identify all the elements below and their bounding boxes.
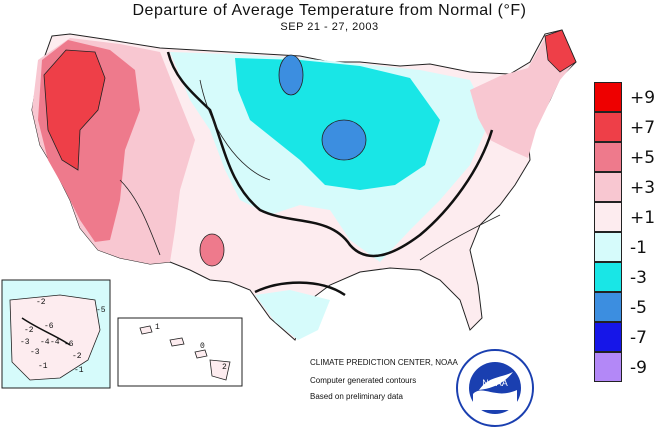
alaska-label: -6 (44, 322, 54, 331)
legend-label-minus7: -7 (630, 328, 647, 348)
zero-contour-gulf (254, 281, 346, 297)
legend-label-plus1: +1 (630, 208, 656, 228)
legend-swatch-plus3 (594, 172, 622, 202)
alaska-label: -2 (36, 298, 46, 307)
legend-label-plus7: +7 (630, 118, 656, 138)
alaska-label: -1 (74, 366, 84, 375)
cold-core-dakota (278, 54, 304, 96)
hawaii-label: 0 (200, 342, 205, 351)
legend-swatch-minus1 (594, 232, 622, 262)
legend-swatch-plus7 (594, 112, 622, 142)
warm-zone-west-plus7 (43, 49, 106, 171)
warm-core-nevada (199, 233, 225, 267)
legend-swatch-minus5 (594, 292, 622, 322)
legend-swatch-plus9 (594, 82, 622, 112)
cold-core-iowa (321, 119, 367, 161)
alaska-label: -5 (96, 306, 106, 315)
legend-label-plus9: +9 (630, 88, 656, 108)
noaa-logo: NOAA (456, 349, 534, 427)
legend-label-minus1: -1 (630, 238, 647, 258)
legend-swatch-minus9 (594, 352, 622, 382)
alaska-label: -4 (50, 338, 60, 347)
legend-swatch-plus5 (594, 142, 622, 172)
warm-core-maine (544, 29, 577, 73)
map-title: Departure of Average Temperature from No… (132, 2, 527, 19)
alaska-label: -2 (24, 326, 34, 335)
legend-label-plus3: +3 (630, 178, 656, 198)
credit-line1: Computer generated contours (310, 376, 417, 385)
cool-zone-gulf (255, 290, 330, 340)
zero-contour-north (166, 51, 494, 258)
legend-label-plus5: +5 (630, 148, 656, 168)
alaska-label: -2 (72, 352, 82, 361)
alaska-label: -3 (30, 348, 40, 357)
alaska-label: -4 (40, 338, 50, 347)
legend-swatch-plus1 (594, 202, 622, 232)
alaska-label: -1 (38, 362, 48, 371)
hawaii-label: 1 (155, 323, 160, 332)
legend-label-minus3: -3 (630, 268, 647, 288)
legend-label-minus9: -9 (630, 358, 647, 378)
map-subtitle: SEP 21 - 27, 2003 (280, 21, 379, 33)
legend-swatch-minus7 (594, 322, 622, 352)
alaska-label: -3 (20, 338, 30, 347)
hawaii-label: 2 (222, 363, 227, 372)
credit-center: CLIMATE PREDICTION CENTER, NOAA (310, 358, 458, 367)
credit-line2: Based on preliminary data (310, 392, 403, 401)
legend-swatch-minus3 (594, 262, 622, 292)
alaska-label: -6 (64, 340, 74, 349)
noaa-logo-text: NOAA (482, 378, 508, 388)
legend-label-minus5: -5 (630, 298, 647, 318)
warm-zone-northeast (470, 32, 575, 158)
